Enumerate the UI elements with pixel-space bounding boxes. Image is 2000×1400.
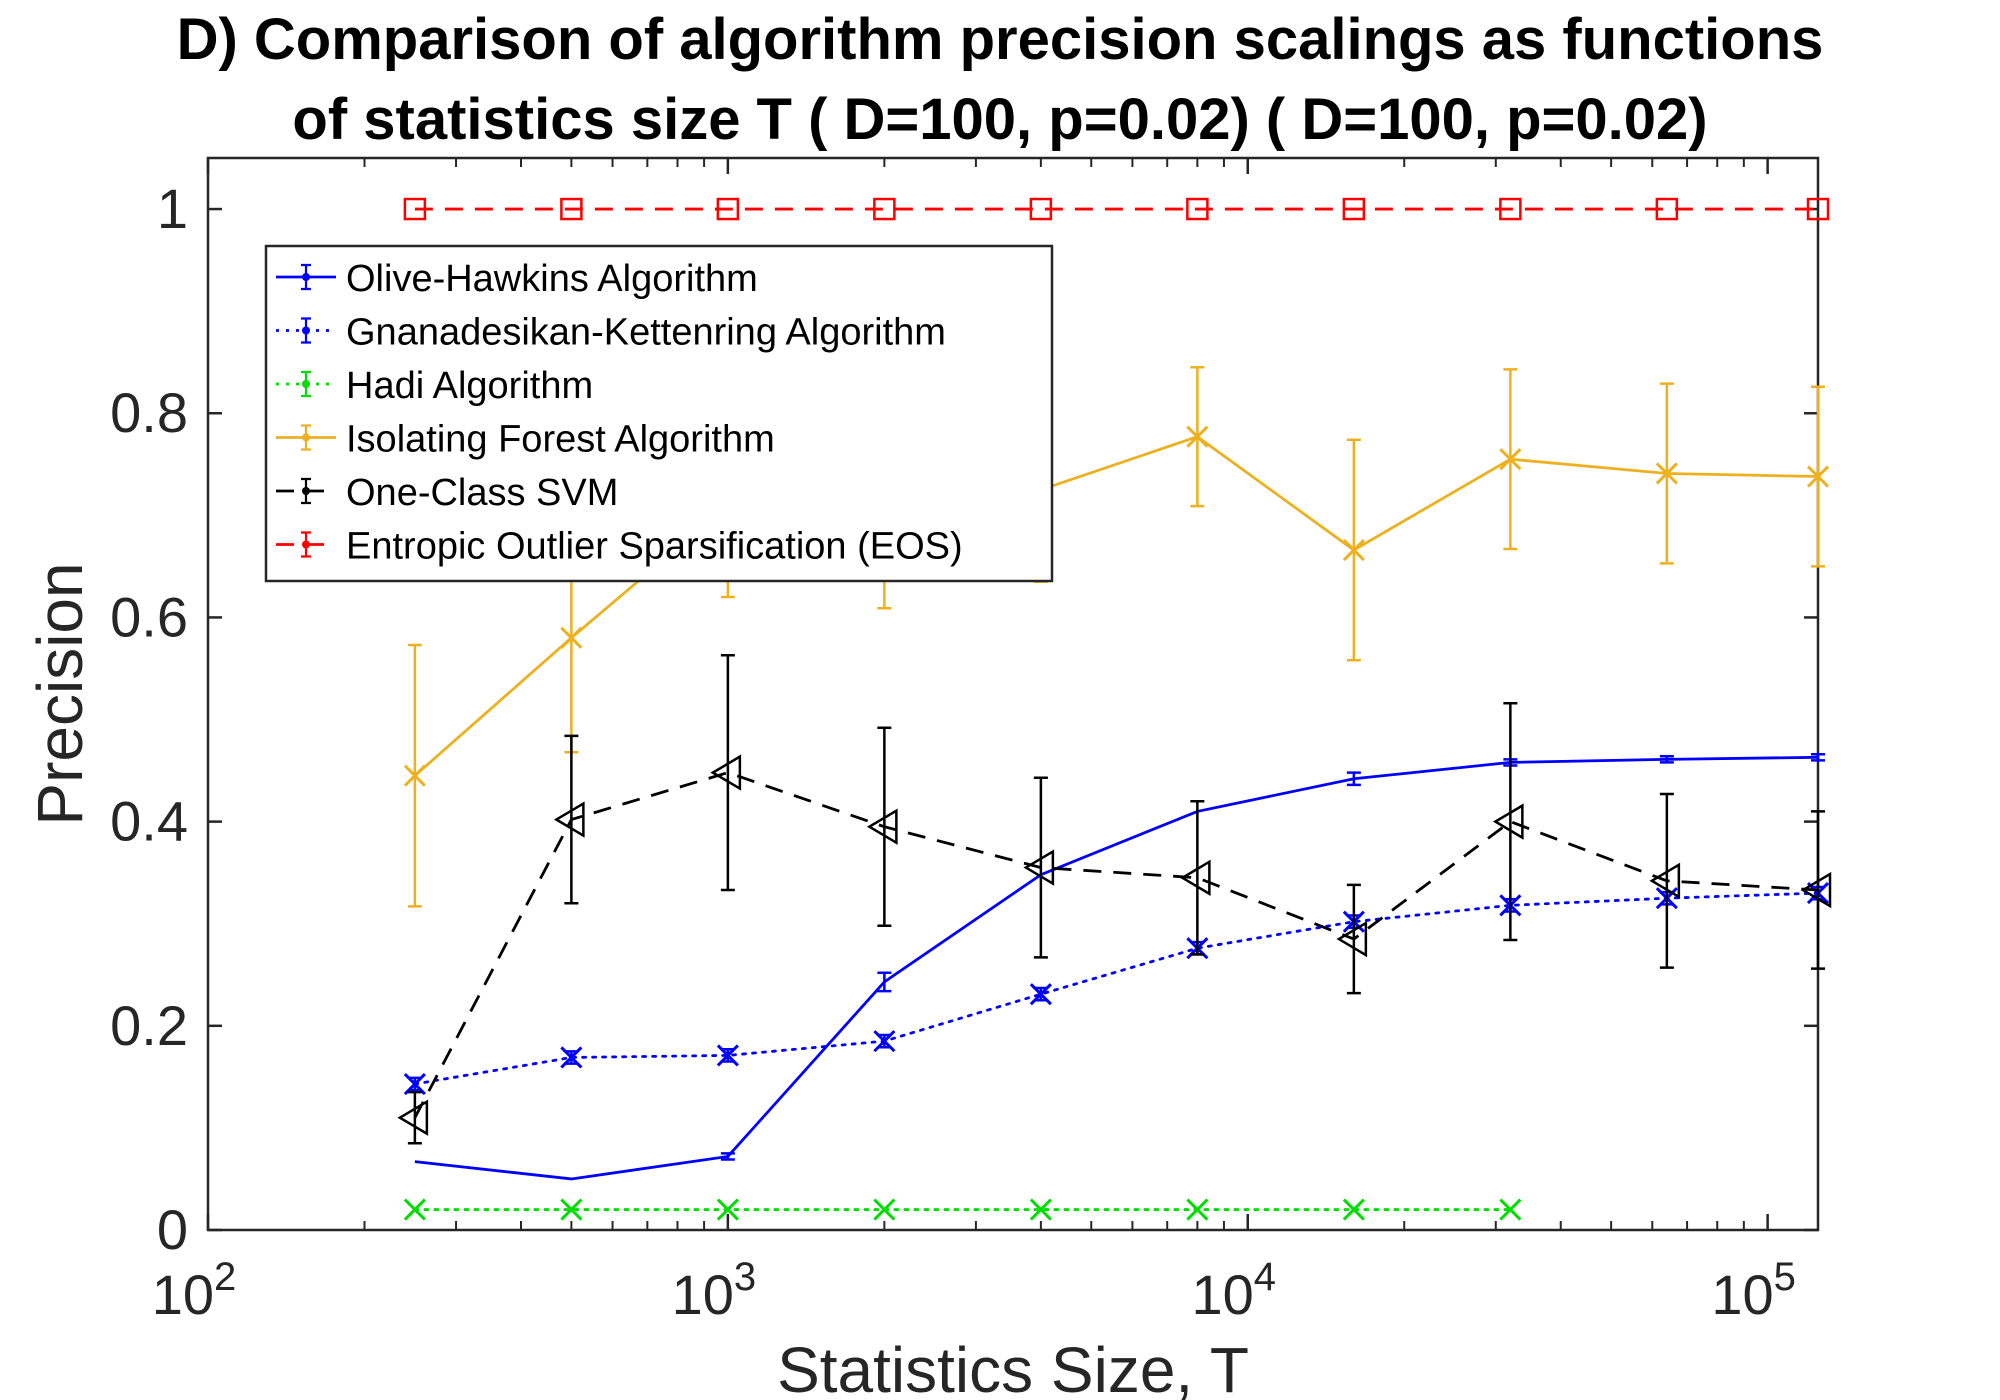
- data-point: [403, 197, 427, 221]
- series-hadi-algorithm: [403, 1198, 1522, 1221]
- legend-label: Hadi Algorithm: [346, 365, 593, 407]
- y-tick-label: 0.2: [110, 994, 188, 1057]
- series-line: [413, 891, 1820, 1086]
- data-point: [1492, 803, 1524, 840]
- data-point: [873, 1030, 896, 1053]
- legend-marker: [302, 433, 310, 442]
- data-point: [716, 1044, 739, 1067]
- x-tick-label: 102: [152, 1255, 237, 1326]
- data-point: [1029, 1198, 1052, 1221]
- data-point: [1342, 1198, 1365, 1221]
- x-tick-label-base: 10: [1711, 1263, 1773, 1326]
- data-point: [403, 1072, 426, 1096]
- data-point: [560, 626, 583, 649]
- x-tick-label: 104: [1191, 1255, 1276, 1326]
- data-point: [1499, 448, 1522, 471]
- x-tick-label: 103: [672, 1255, 757, 1326]
- data-point: [1186, 1198, 1209, 1221]
- data-point: [560, 1198, 583, 1221]
- x-axis-label: Statistics Size, T: [777, 1334, 1249, 1400]
- legend-label: Olive-Hawkins Algorithm: [346, 258, 758, 300]
- data-point: [1499, 1198, 1522, 1221]
- data-point: [710, 754, 742, 791]
- data-point: [403, 764, 426, 787]
- error-bar: [1811, 752, 1825, 762]
- series-line: [414, 755, 1819, 1181]
- data-point: [553, 801, 585, 838]
- y-tick-label: 1: [157, 177, 188, 240]
- axes-box: [206, 156, 1820, 1232]
- data-point: [403, 1198, 426, 1221]
- legend-marker: [302, 540, 310, 549]
- data-point: [1029, 983, 1052, 1006]
- x-tick-label-base: 10: [152, 1263, 214, 1326]
- error-bar: [1190, 799, 1205, 956]
- data-point: [560, 197, 583, 221]
- series-entropic-outlier-sparsification-eos-: [403, 197, 1830, 221]
- legend-label: Isolating Forest Algorithm: [346, 419, 775, 461]
- chart-title-line-2: of statistics size T ( D=100, p=0.02) ( …: [292, 87, 1708, 152]
- data-point: [866, 808, 898, 845]
- x-tick-label-exponent: 5: [1774, 1255, 1796, 1299]
- series-gnanadesikan-kettenring-algorithm: [403, 882, 1830, 1096]
- data-point: [1806, 465, 1830, 488]
- error-bar: [720, 653, 735, 892]
- y-tick-label: 0.6: [110, 585, 188, 648]
- legend-marker: [302, 380, 310, 388]
- legend-label: One-Class SVM: [346, 472, 618, 514]
- series-line: [413, 771, 1819, 1119]
- data-point: [1179, 859, 1211, 896]
- data-point: [1655, 197, 1679, 221]
- x-tick-label-exponent: 3: [734, 1255, 756, 1299]
- y-axis-label: Precision: [24, 562, 96, 825]
- y-tick-label: 0.4: [110, 790, 188, 853]
- data-point: [1499, 197, 1522, 221]
- legend: Olive-Hawkins Algorithm Gnanadesikan-Kett…: [264, 244, 1054, 583]
- y-tick-label: 0.8: [110, 381, 188, 444]
- legend-marker: [302, 487, 310, 495]
- data-point: [873, 197, 896, 221]
- x-tick-label: 105: [1711, 1255, 1796, 1326]
- data-point: [1649, 862, 1681, 900]
- series-olive-hawkins-algorithm: [414, 752, 1825, 1181]
- data-point: [1655, 462, 1678, 485]
- x-tick-label-exponent: 4: [1254, 1255, 1276, 1299]
- data-point: [1336, 920, 1368, 958]
- error-bar: [1503, 701, 1518, 942]
- data-point: [1186, 197, 1209, 221]
- data-point: [716, 197, 740, 221]
- data-point: [1342, 538, 1365, 562]
- data-point: [560, 1046, 583, 1069]
- data-point: [716, 1198, 739, 1221]
- data-point: [1186, 425, 1209, 448]
- data-point: [1023, 849, 1055, 886]
- data-point: [1029, 197, 1053, 221]
- data-point: [397, 1099, 429, 1136]
- data-point: [1800, 871, 1832, 909]
- legend-marker: [302, 326, 310, 335]
- series-one-class-svm: [397, 653, 1832, 1145]
- legend-label: Gnanadesikan-Kettenring Algorithm: [346, 312, 946, 354]
- y-tick-label: 0: [157, 1198, 188, 1261]
- data-point: [873, 1198, 896, 1221]
- x-tick-label-base: 10: [672, 1263, 734, 1326]
- chart-title-line-1: D) Comparison of algorithm precision sca…: [176, 7, 1824, 72]
- legend-box: [264, 244, 1054, 583]
- x-tick-label-exponent: 2: [214, 1255, 236, 1299]
- data-point: [1342, 197, 1366, 221]
- x-tick-label-base: 10: [1191, 1263, 1253, 1326]
- error-bar: [1811, 810, 1825, 970]
- legend-label: Entropic Outlier Sparsification (EOS): [346, 526, 963, 568]
- data-point: [1806, 197, 1830, 221]
- legend-marker: [302, 273, 310, 281]
